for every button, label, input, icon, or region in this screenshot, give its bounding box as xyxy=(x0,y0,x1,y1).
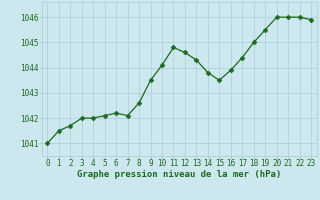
X-axis label: Graphe pression niveau de la mer (hPa): Graphe pression niveau de la mer (hPa) xyxy=(77,170,281,179)
